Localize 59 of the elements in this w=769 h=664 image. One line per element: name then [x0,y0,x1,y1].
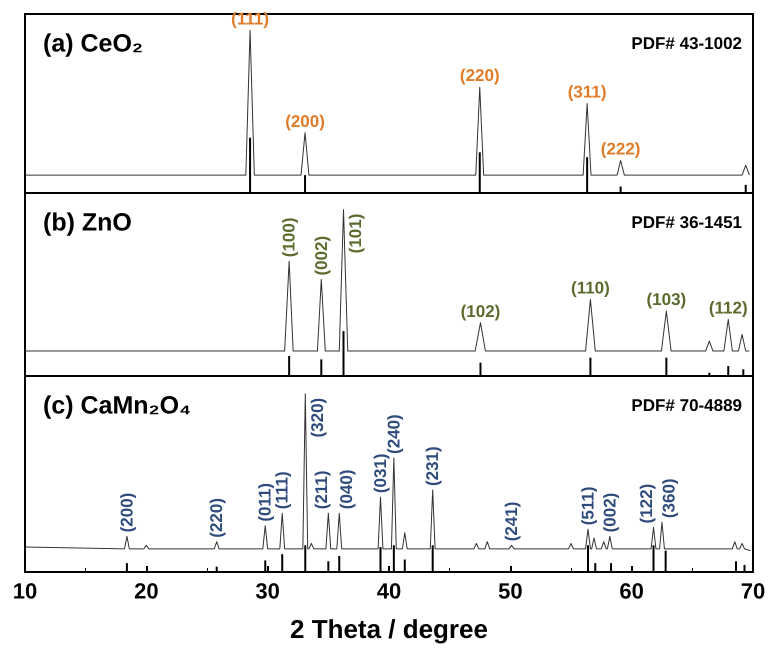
chart-title: (b) ZnO [43,208,132,236]
bar [735,561,738,572]
annotation: (002) [312,236,331,276]
x-tick-label: 20 [134,578,159,604]
annotation: (101) [346,214,365,254]
x-tick-label: 10 [12,578,38,604]
annotation: (122) [637,484,656,524]
annotation: (102) [460,302,500,321]
bar [594,563,596,572]
bar [327,561,330,572]
annotation: (200) [117,492,136,532]
annotation: (220) [207,498,226,538]
bar [380,547,382,572]
annotation: (103) [646,290,686,310]
bar [304,545,306,572]
annotation: (200) [285,112,325,131]
bar [338,556,340,572]
annotation: (511) [578,486,598,526]
annotation: (111) [231,9,269,28]
annotation: (220) [460,66,500,86]
bar [126,563,128,572]
annotation: (100) [280,218,299,258]
bar [610,563,612,572]
chart-subtitle: PDF# 36-1451 [631,213,742,232]
bar [404,560,406,572]
bar [652,545,655,572]
annotation: (211) [312,470,331,510]
x-tick-label: 60 [619,578,644,604]
bar [216,566,218,572]
bar [586,545,589,572]
annotation: (002) [600,492,620,532]
bar [432,545,434,572]
x-tick-label: 40 [376,578,402,604]
annotation: (241) [502,502,522,542]
bar [392,545,395,572]
annotation: (222) [600,139,640,158]
annotation: (231) [423,446,442,486]
annotation: (112) [708,298,748,318]
chart-title: (c) CaMn₂O₄ [43,392,192,420]
annotation: (040) [336,470,356,510]
chart-subtitle: PDF# 43-1002 [631,34,742,53]
x-tick-label: 50 [498,578,523,604]
annotation: (110) [571,278,610,298]
bar [744,564,746,572]
bar [264,560,266,572]
annotation: (320) [308,398,327,438]
x-axis-title: 2 Theta / degree [290,614,488,644]
annotation: (360) [660,478,678,518]
annotation: (031) [371,453,390,494]
chart-subtitle: PDF# 70-4889 [631,396,742,415]
annotation: (240) [384,414,404,454]
x-tick-label: 70 [740,578,766,604]
annotation: (011) [256,482,275,522]
bar [281,554,284,572]
bar [664,550,667,572]
annotation: (111) [272,471,292,510]
chart-title: (a) CeO₂ [43,30,144,58]
annotation: (311) [568,82,607,102]
x-tick-label: 30 [255,578,280,604]
